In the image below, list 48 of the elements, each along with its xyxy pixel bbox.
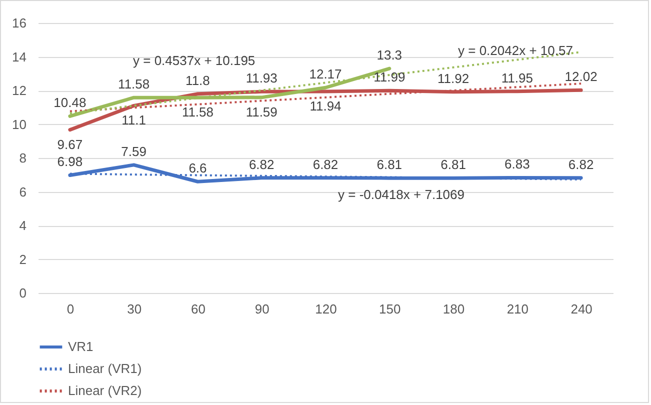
- x-tick-label: 0: [66, 302, 74, 316]
- data-label: 6.82: [312, 156, 338, 172]
- x-tick-label: 30: [127, 302, 142, 316]
- data-label: 6.81: [440, 157, 466, 172]
- data-label: 13.3: [376, 48, 402, 63]
- y-tick-label: 10: [12, 116, 26, 132]
- x-tick-label: 60: [190, 302, 206, 316]
- data-label: 12.17: [309, 66, 342, 82]
- data-label: 11.58: [182, 104, 214, 120]
- y-tick-label: 6: [19, 184, 26, 200]
- data-label: 11.59: [246, 104, 278, 120]
- legend-label: Linear (VR1): [68, 361, 142, 376]
- data-label: 11.8: [186, 72, 210, 88]
- data-label: 12.02: [564, 69, 598, 84]
- data-label: 11.95: [501, 70, 533, 86]
- annotation: y = 0.2042x + 10.57: [458, 43, 573, 58]
- x-tick-label: 240: [570, 302, 592, 316]
- x-tick-label: 150: [379, 302, 401, 316]
- data-label: 6.98: [57, 154, 83, 170]
- y-tick-label: 8: [19, 150, 26, 166]
- legend-label: Linear (VR2): [68, 383, 142, 398]
- data-label: 6.81: [376, 157, 402, 172]
- annotation: y = 0.4537x + 10.195: [133, 53, 256, 68]
- data-label: 11.94: [310, 98, 342, 114]
- y-tick-label: 14: [12, 49, 26, 64]
- data-label: 9.67: [57, 136, 83, 152]
- x-tick-label: 120: [315, 302, 337, 316]
- y-tick-label: 16: [12, 16, 26, 30]
- data-label: 11.99: [374, 70, 406, 85]
- x-tick-label: 90: [254, 302, 270, 316]
- legend-label: VR1: [68, 339, 94, 354]
- data-label: 6.82: [568, 156, 594, 172]
- x-tick-label: 210: [506, 302, 529, 316]
- data-label: 6.6: [188, 160, 207, 176]
- y-tick-label: 2: [19, 252, 26, 267]
- data-label: 11.58: [118, 76, 150, 92]
- y-tick-label: 12: [12, 83, 26, 98]
- data-label: 6.83: [504, 156, 530, 172]
- y-tick-label: 4: [19, 218, 26, 233]
- y-tick-label: 0: [19, 286, 26, 300]
- data-label: 6.82: [248, 156, 274, 172]
- annotation: y = -0.0418x + 7.1069: [338, 187, 464, 202]
- data-label: 11.1: [122, 112, 146, 128]
- data-label: 11.93: [246, 70, 278, 86]
- x-tick-label: 180: [442, 302, 465, 316]
- data-label: 11.92: [437, 70, 470, 86]
- data-label: 7.59: [121, 144, 146, 159]
- data-label: 10.48: [54, 95, 86, 110]
